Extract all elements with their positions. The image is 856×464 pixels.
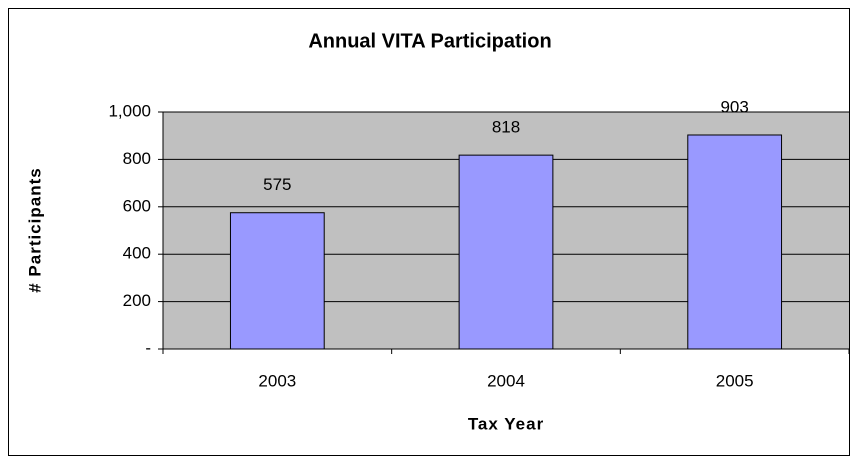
data-label: 818 xyxy=(492,118,520,137)
data-label: 903 xyxy=(720,97,748,116)
data-label: 575 xyxy=(263,175,291,194)
y-axis-label: # Participants xyxy=(25,167,44,293)
x-tick-label: 2004 xyxy=(487,371,525,390)
y-tick-label: 400 xyxy=(123,244,151,263)
y-tick-label: 200 xyxy=(123,291,151,310)
bar xyxy=(687,134,783,350)
chart-title: Annual VITA Participation xyxy=(308,30,551,52)
y-tick-label: 800 xyxy=(123,149,151,168)
y-tick-label: 1,000 xyxy=(108,101,151,120)
x-axis-label: Tax Year xyxy=(468,414,544,433)
y-tick-label: 600 xyxy=(123,196,151,215)
x-tick-label: 2005 xyxy=(716,371,754,390)
x-tick-label: 2003 xyxy=(258,371,296,390)
y-tick-label: - xyxy=(145,338,151,357)
bar xyxy=(458,154,554,350)
bar xyxy=(229,212,325,350)
